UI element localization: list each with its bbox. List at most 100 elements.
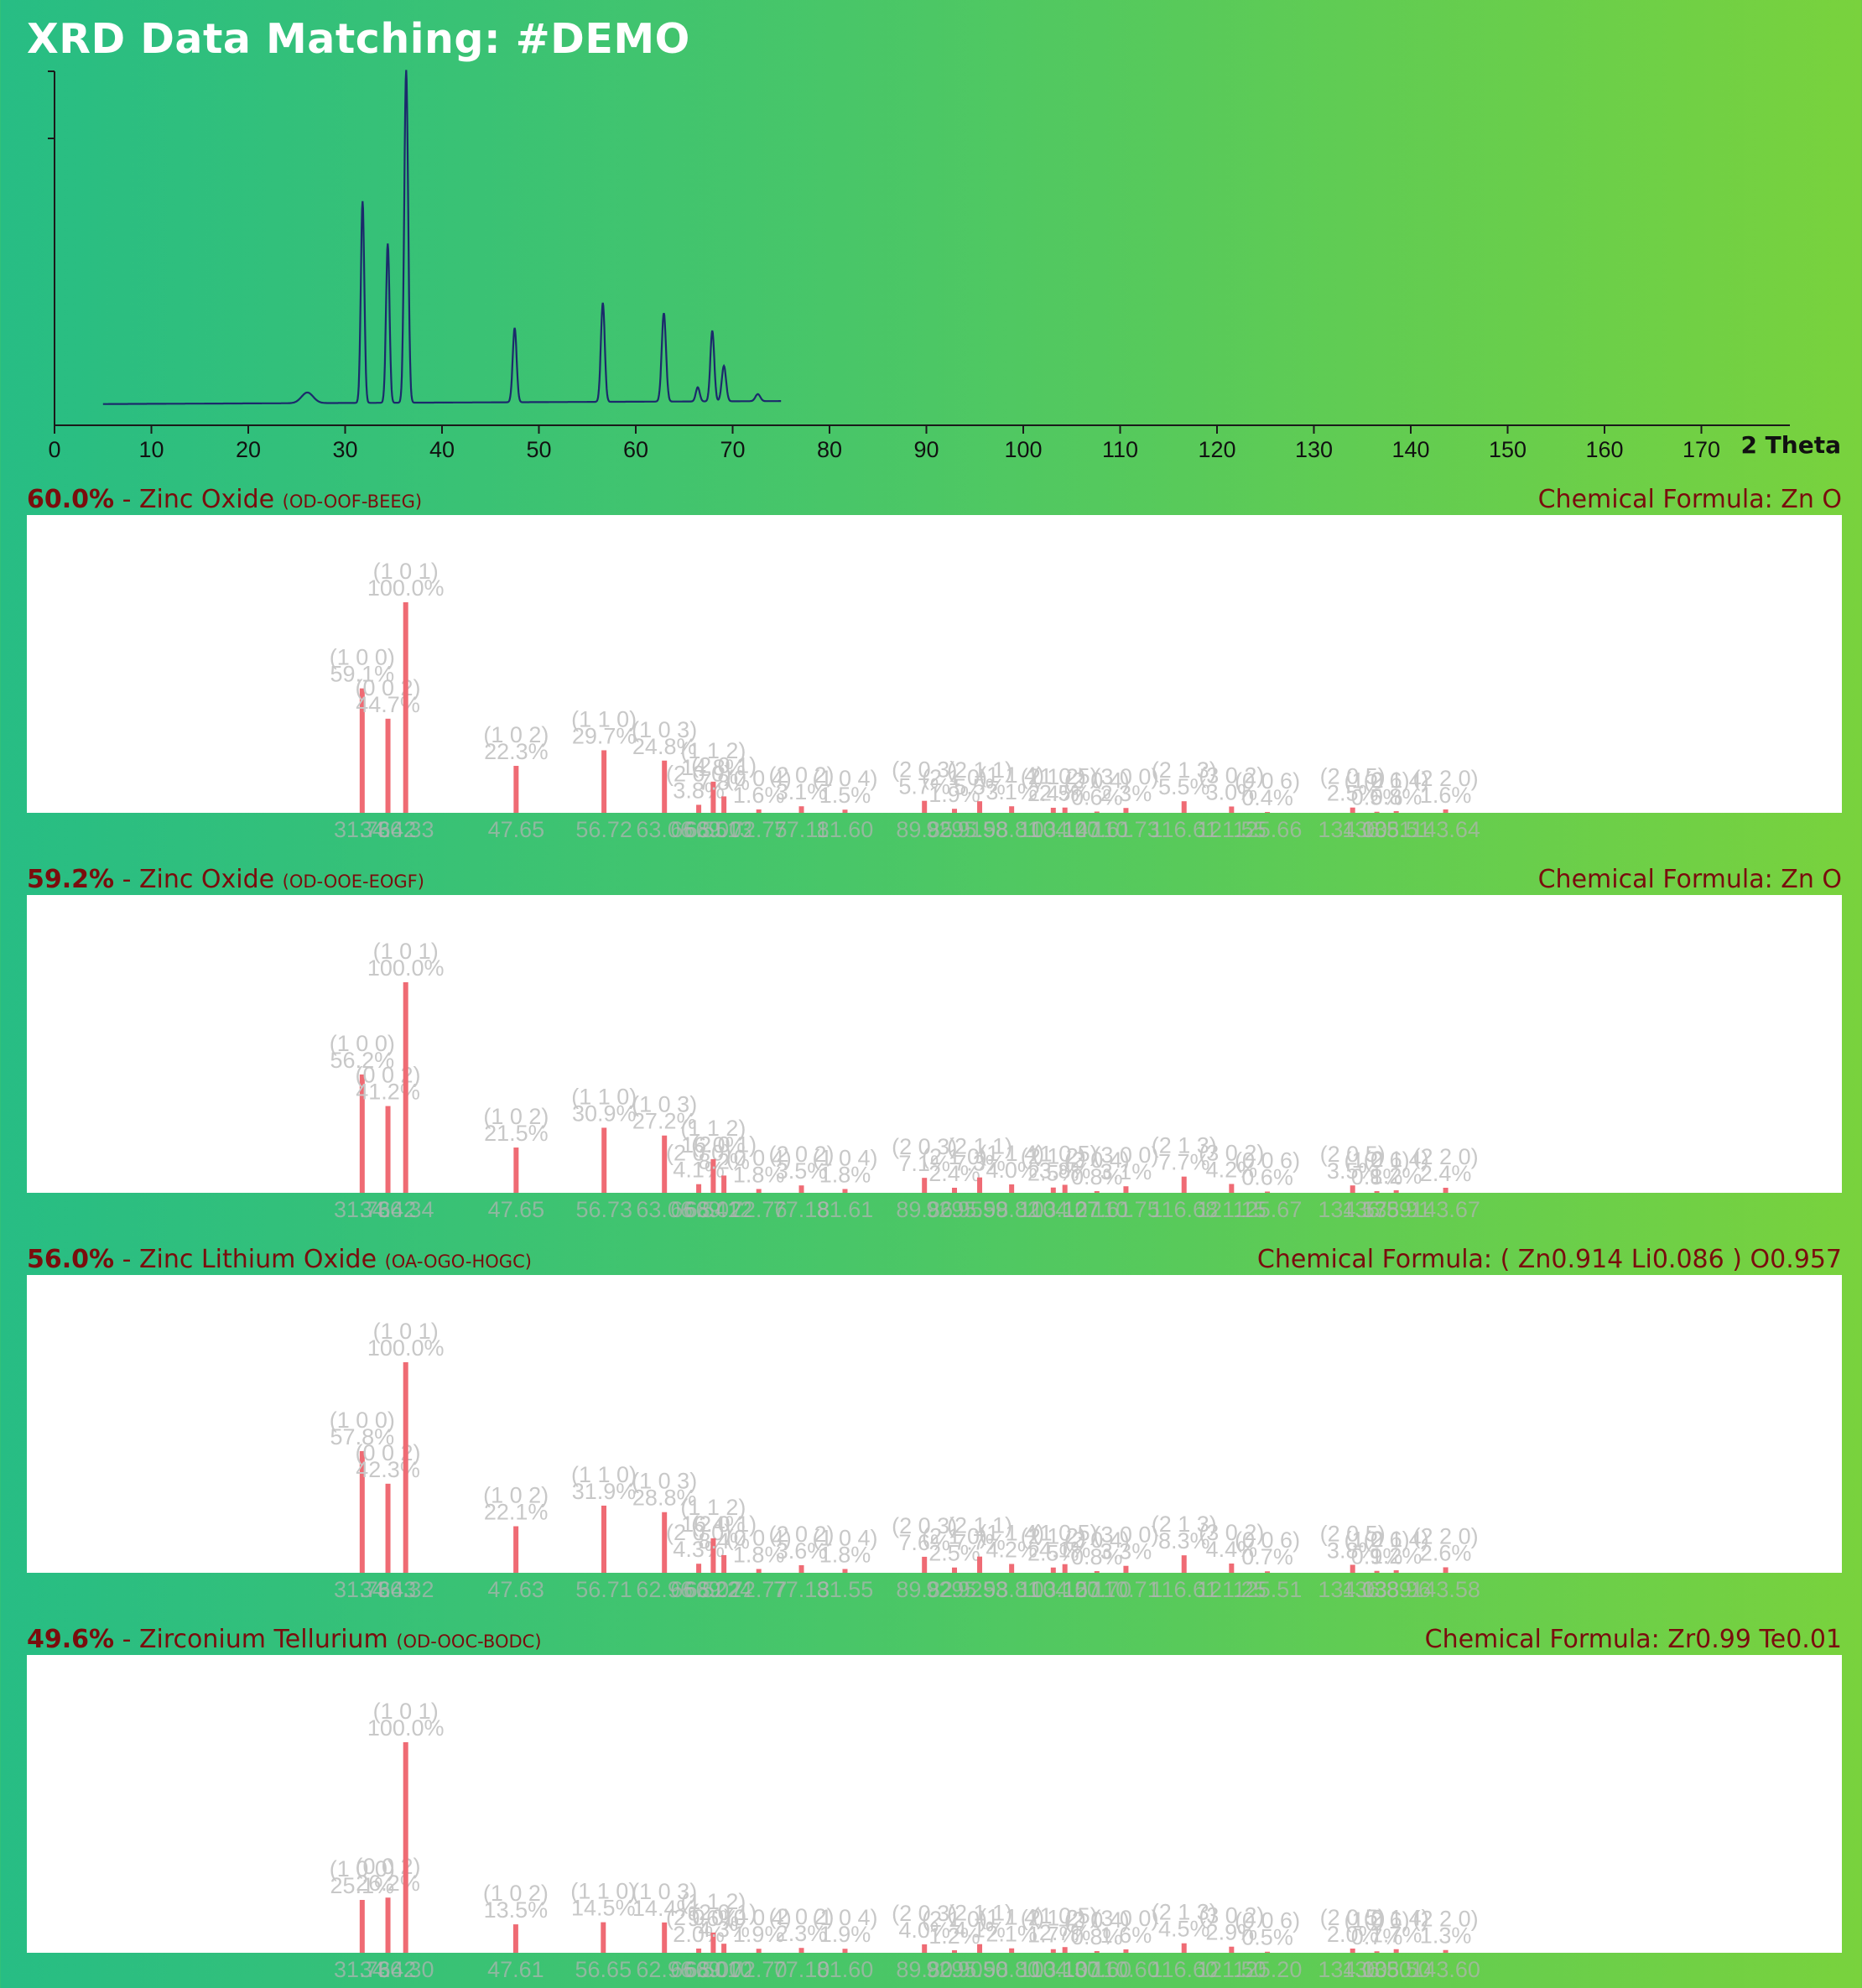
peak-intensity-label: 2.0%	[1327, 1922, 1379, 1947]
peak-hkl-label: (0 0 4)	[726, 1525, 792, 1550]
peak-hkl-label: (2 2 0)	[1413, 1144, 1479, 1169]
peak-hkl-label: (2 0 2)	[768, 1142, 834, 1167]
peak-intensity-label: 2.3%	[776, 1921, 828, 1946]
peak-intensity-label: 8.3%	[1158, 1528, 1210, 1553]
peak-position-label: 104.27	[1030, 1197, 1100, 1222]
peak-stick	[951, 1949, 957, 1953]
peak-position-label: 69.12	[695, 1197, 752, 1222]
peak-stick	[1050, 1949, 1056, 1953]
peak-hkl-label: (2 0 0)	[666, 1520, 731, 1545]
peak-stick	[1094, 1570, 1100, 1573]
peak-position-label: 66.52	[670, 1577, 727, 1602]
peak-intensity-label: 29.7%	[572, 723, 637, 748]
peak-hkl-label: (1 1 2)	[680, 1495, 746, 1520]
peak-hkl-label: (1 0 3)	[632, 1469, 697, 1494]
peak-stick	[710, 1538, 716, 1573]
peak-intensity-label: 1.7%	[1027, 1923, 1079, 1948]
peak-stick	[721, 1554, 727, 1573]
peak-hkl-label: (1 0 3)	[632, 1092, 697, 1117]
peak-stick	[1229, 806, 1235, 813]
stick-pattern: (1 0 0)25.1%31.76(0 0 2)26.2%34.42(1 0 1…	[330, 1699, 1480, 1982]
peak-hkl-label: (0 0 2)	[356, 1440, 421, 1465]
peak-intensity-label: 2.5%	[1027, 1541, 1079, 1566]
peak-hkl-label: (1 0 5)	[1032, 1141, 1098, 1166]
peak-intensity-label: 9.6%	[688, 1906, 740, 1931]
peak-stick	[1123, 1565, 1129, 1573]
peak-hkl-label: (2 0 1)	[691, 1132, 757, 1157]
peak-stick	[403, 602, 408, 813]
peak-intensity-label: 2.5%	[1027, 1161, 1079, 1186]
peak-position-label: 121.15	[1197, 1197, 1266, 1222]
peak-hkl-label: (0 0 2)	[356, 1063, 421, 1088]
peak-stick	[696, 1184, 702, 1193]
match-name: - Zinc Lithium Oxide	[114, 1245, 385, 1274]
peak-stick	[1374, 1951, 1380, 1953]
peak-stick	[359, 1074, 365, 1193]
peak-position-label: 69.24	[695, 1577, 752, 1602]
peak-stick	[1094, 811, 1100, 813]
peak-intensity-label: 3.5%	[776, 1158, 828, 1184]
peak-intensity-label: 100.0%	[367, 575, 445, 601]
peak-stick	[1062, 1947, 1068, 1953]
x-tick-label: 60	[623, 437, 648, 462]
x-tick-label: 0	[48, 437, 60, 462]
peak-position-label: 68.02	[685, 1197, 742, 1222]
peak-intensity-label: 44.7%	[356, 692, 420, 717]
peak-hkl-label: (2 1 3)	[1152, 1512, 1217, 1537]
peak-hkl-label: (2 0 0)	[666, 1141, 731, 1166]
peak-intensity-label: 22.1%	[484, 1500, 549, 1525]
chemical-formula: Chemical Formula: ( Zn0.914 Li0.086 ) O0…	[1256, 1245, 1842, 1274]
peak-position-label: 134.00	[1318, 817, 1387, 842]
peak-hkl-label: (3 0 2)	[1199, 1140, 1264, 1165]
peak-position-label: 134.57	[1318, 1197, 1387, 1222]
peak-intensity-label: 3.3%	[1100, 1539, 1152, 1564]
match-code: (OD-OOE-EOGF)	[282, 872, 424, 892]
peak-intensity-label: 0.6%	[1071, 784, 1123, 809]
peak-intensity-label: 3.8%	[1039, 1158, 1091, 1183]
x-tick-label: 160	[1585, 437, 1623, 462]
peak-intensity-label: 2.9%	[1206, 1920, 1258, 1945]
peak-position-label: 134.03	[1318, 1577, 1387, 1602]
x-tick-label: 100	[1004, 437, 1042, 462]
chemical-formula: Chemical Formula: Zn O	[1537, 865, 1842, 894]
peak-stick	[1443, 1567, 1449, 1573]
match-header: 60.0% - Zinc Oxide (OD-OOF-BEEG) Chemical…	[27, 485, 1842, 518]
peak-position-label: 34.43	[360, 1577, 417, 1602]
peak-hkl-label: (2 0 3)	[892, 1513, 957, 1538]
peak-intensity-label: 25.1%	[330, 1873, 395, 1898]
peak-stick	[601, 1922, 606, 1953]
peak-stick	[403, 1362, 408, 1573]
peak-intensity-label: 57.8%	[330, 1424, 395, 1449]
peak-hkl-label: (1 1 2)	[680, 1116, 746, 1141]
peak-stick	[1393, 1949, 1399, 1953]
peak-intensity-label: 100.0%	[367, 1335, 445, 1361]
peak-hkl-label: (3 0 0)	[1093, 764, 1158, 789]
peak-intensity-label: 4.2%	[1206, 1157, 1258, 1182]
peak-hkl-label: (1 0 0)	[330, 1031, 395, 1056]
peak-hkl-label: (2 1 4)	[1364, 1527, 1429, 1552]
peak-intensity-label: 14.5%	[571, 1896, 636, 1921]
peak-stick	[842, 1189, 848, 1193]
peak-intensity-label: 2.4%	[1027, 781, 1079, 806]
peak-stick	[696, 804, 702, 813]
peak-hkl-label: (2 0 4)	[1064, 1148, 1130, 1173]
peak-position-label: 36.33	[377, 817, 434, 842]
peak-stick	[922, 800, 928, 813]
peak-position-label: 103.15	[1019, 1577, 1089, 1602]
peak-position-label: 56.73	[575, 1197, 632, 1222]
peak-stick	[710, 1158, 716, 1193]
peak-intensity-label: 16.0%	[681, 1132, 746, 1158]
peak-intensity-label: 1.7%	[1370, 1923, 1423, 1948]
peak-hkl-label: (2 0 3)	[892, 1901, 957, 1926]
peak-stick	[1094, 1190, 1100, 1193]
peak-hkl-label: (2 1 1)	[947, 1901, 1012, 1926]
peak-stick	[798, 806, 804, 813]
peak-stick	[1374, 1570, 1380, 1573]
peak-intensity-label: 3.0%	[1206, 779, 1258, 804]
x-tick-label: 110	[1102, 437, 1138, 462]
peak-position-label: 95.59	[951, 1197, 1008, 1222]
peak-stick	[721, 1944, 727, 1953]
peak-hkl-label: (2 0 4)	[1064, 1527, 1130, 1553]
peak-hkl-label: (2 1 1)	[947, 1513, 1012, 1538]
peak-position-label: 34.42	[360, 1197, 417, 1222]
